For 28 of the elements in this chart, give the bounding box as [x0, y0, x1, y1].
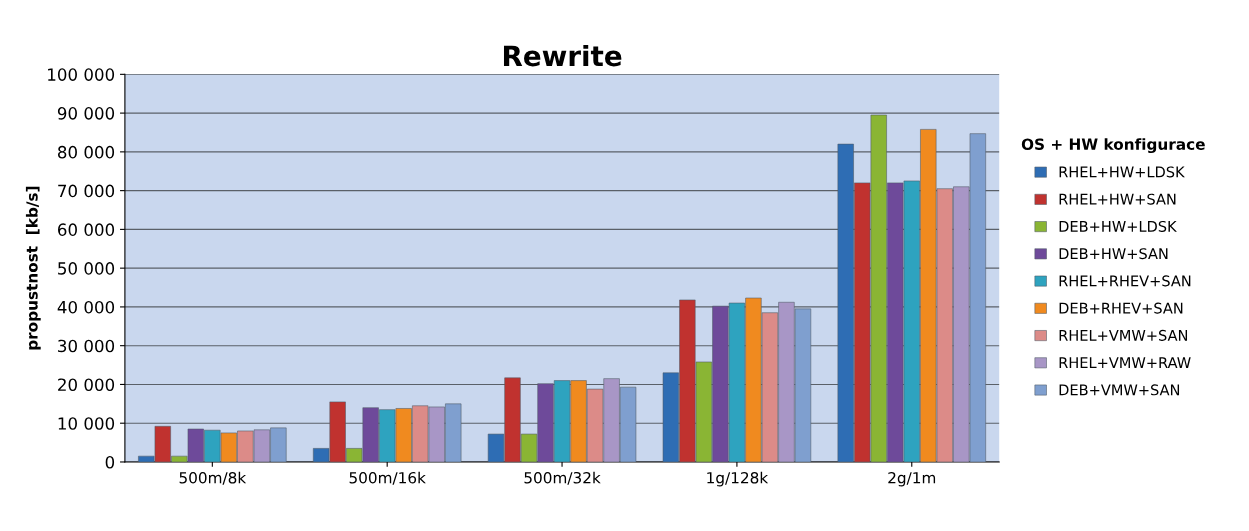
legend-label: RHEL+VMW+SAN	[1059, 329, 1188, 341]
y-tick-label: 40 000	[57, 300, 115, 314]
y-tick-label: 30 000	[58, 339, 115, 353]
y-tick-label: 90 000	[57, 107, 115, 120]
y-axis-title: propustnost [kb/s]	[25, 186, 41, 350]
legend-label: RHEL+HW+SAN	[1059, 193, 1176, 205]
legend-label: DEB+VMW+SAN	[1059, 384, 1180, 396]
y-tick-label: 10 000	[58, 417, 115, 430]
legend-label: RHEL+HW+LDSK	[1059, 166, 1185, 178]
y-tick-label: 50 000	[58, 262, 115, 275]
legend-label: DEB+HW+LDSK	[1059, 220, 1177, 232]
x-tick-label: 2g/1m	[888, 471, 936, 487]
x-tick-label: 500m/16k	[349, 471, 426, 485]
x-tick-label: 1g/128k	[707, 471, 769, 487]
x-tick-label: 500m/8k	[179, 471, 247, 485]
y-tick-label: 70 000	[58, 184, 115, 198]
chart-title: Rewrite	[503, 44, 622, 67]
legend-label: RHEL+VMW+RAW	[1059, 357, 1191, 368]
y-tick-label: 80 000	[57, 145, 115, 159]
legend-label: DEB+RHEV+SAN	[1059, 302, 1183, 314]
y-tick-label: 60 000	[58, 223, 115, 236]
y-tick-label: 0	[105, 455, 115, 469]
y-tick-label: 100 000	[48, 68, 115, 81]
legend-title: OS + HW konfigurace	[1021, 138, 1205, 154]
legend-label: DEB+HW+SAN	[1059, 248, 1168, 260]
y-tick-label: 20 000	[58, 378, 115, 392]
x-tick-label: 500m/32k	[524, 471, 601, 485]
legend-label: RHEL+RHEV+SAN	[1059, 275, 1191, 287]
